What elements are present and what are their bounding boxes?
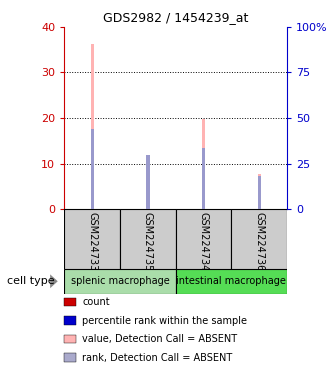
Bar <box>146 158 149 209</box>
Bar <box>176 269 287 294</box>
Text: intestinal macrophage: intestinal macrophage <box>177 276 286 286</box>
Text: rank, Detection Call = ABSENT: rank, Detection Call = ABSENT <box>82 353 233 362</box>
Text: GSM224735: GSM224735 <box>143 212 153 271</box>
Bar <box>146 155 149 209</box>
Text: count: count <box>82 297 110 307</box>
Bar <box>202 119 205 209</box>
Text: GSM224733: GSM224733 <box>87 212 97 271</box>
Text: value, Detection Call = ABSENT: value, Detection Call = ABSENT <box>82 334 238 344</box>
Bar <box>64 209 120 269</box>
Bar <box>231 209 287 269</box>
Text: GSM224736: GSM224736 <box>254 212 264 271</box>
Text: GSM224734: GSM224734 <box>199 212 209 271</box>
Title: GDS2982 / 1454239_at: GDS2982 / 1454239_at <box>103 11 248 24</box>
Bar <box>258 174 261 209</box>
Bar <box>90 44 94 209</box>
Text: splenic macrophage: splenic macrophage <box>71 276 169 286</box>
Text: percentile rank within the sample: percentile rank within the sample <box>82 316 248 326</box>
Bar <box>120 209 176 269</box>
Bar <box>176 209 231 269</box>
Text: cell type: cell type <box>7 276 54 286</box>
Bar <box>202 148 205 209</box>
Bar <box>64 269 176 294</box>
Bar <box>90 129 94 209</box>
Bar <box>258 177 261 209</box>
Polygon shape <box>50 274 58 288</box>
